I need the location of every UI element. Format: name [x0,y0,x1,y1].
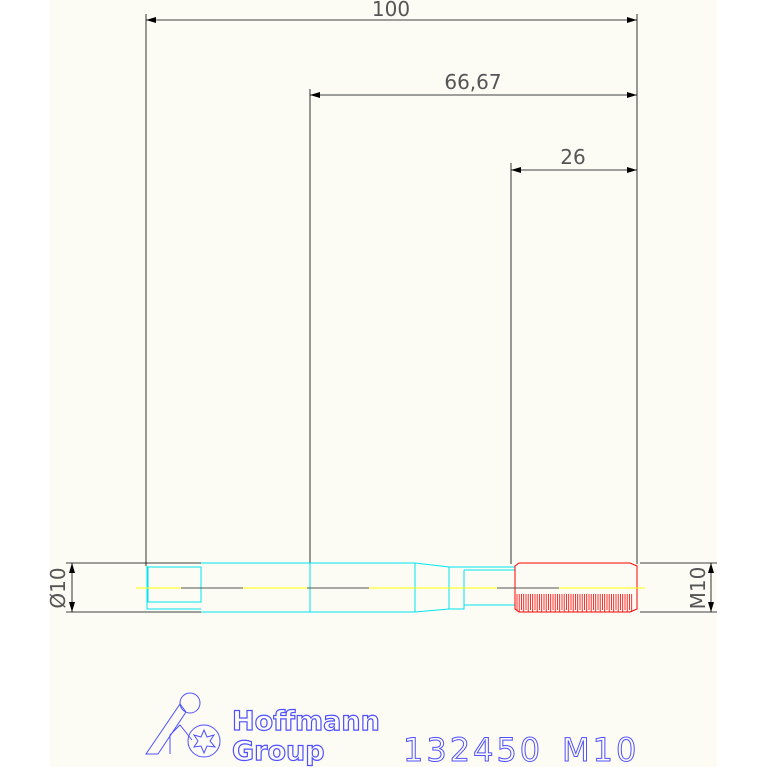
article-number: 132450 [403,731,543,767]
hoffmann-group-logo: Hoffmann Group [145,692,380,767]
extension-lines [145,14,638,612]
thread-size-title: M10 [562,731,639,767]
dimension-label-diameter: Ø10 [46,567,70,608]
dimension-label-26: 26 [560,145,585,169]
dimension-label-thread: M10 [686,567,710,610]
logo-brand-line2: Group [232,736,325,767]
logo-brand-line1: Hoffmann [232,706,380,737]
thread-tooth [516,594,633,612]
dimension-label-66-67: 66,67 [444,70,501,94]
drawing-sheet [50,0,717,767]
thread-section [514,562,638,613]
dimension-label-100: 100 [372,0,410,21]
